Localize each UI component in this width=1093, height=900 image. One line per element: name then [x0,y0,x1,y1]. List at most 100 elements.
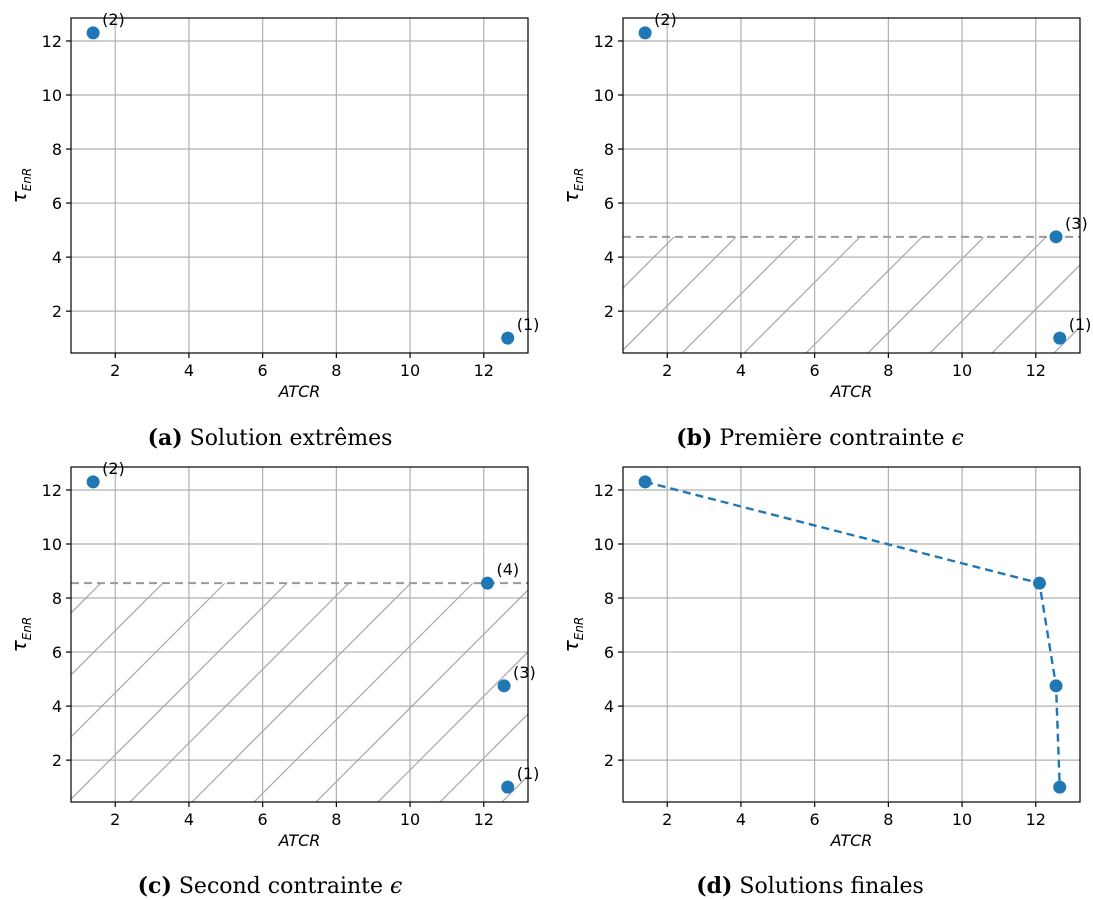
y-tick-label: 6 [52,643,62,662]
constraint-region [0,467,899,802]
data-point [1053,780,1067,794]
hatch-line [681,236,800,353]
y-tick-label: 2 [604,751,614,770]
data-point [1053,331,1067,345]
axes-frame [622,466,1081,803]
hatch-line [129,583,350,802]
x-tick-label: 6 [258,810,268,829]
y-axis-label: τEnR [559,168,586,204]
data-point [480,576,494,590]
x-tick-label: 12 [1026,810,1046,829]
y-tick-label: 10 [594,86,614,105]
axes-frame [622,17,1081,354]
hatch-line [991,264,1080,353]
hatch-line [929,236,1048,353]
x-tick-label: 2 [662,810,672,829]
x-tick-label: 10 [952,361,972,380]
x-tick-label: 2 [110,810,120,829]
subplot-caption: (b) Première contrainte ϵ [676,425,964,451]
hatch-line [0,467,93,802]
data-point [501,780,515,794]
axes-frame [70,466,529,803]
y-tick-label: 4 [604,248,614,267]
data-point [501,331,515,345]
x-tick-label: 10 [400,361,420,380]
x-axis-label: ATCR [830,382,873,401]
y-axis-label: τEnR [7,168,34,204]
hatch-line [1053,326,1080,353]
hatch-line [439,713,528,802]
hatch-line [743,236,862,353]
data-point [86,475,100,489]
point-label: (2) [102,10,125,29]
point-label: (3) [513,663,536,682]
hatch-line [372,18,707,353]
data-point [1049,679,1063,693]
data-point [497,679,511,693]
subplot-a: 2 4 6 8 10 12 2 4 6 8 10 12 ATCR τEnR (1) (2) (a) Soluti… [7,10,539,451]
y-tick-label: 6 [604,643,614,662]
data-point [638,26,652,40]
x-tick-label: 8 [883,361,893,380]
x-tick-label: 8 [331,361,341,380]
y-tick-label: 4 [604,697,614,716]
y-tick-label: 12 [42,32,62,51]
y-axis-label: τEnR [7,617,34,653]
x-axis-label: ATCR [830,831,873,850]
axes-frame [70,17,529,354]
x-axis-label: ATCR [278,382,321,401]
data-point [638,475,652,489]
hatch-line [496,18,831,353]
y-tick-label: 2 [604,302,614,321]
hatch-line [71,583,164,676]
x-tick-label: 4 [736,361,746,380]
x-tick-label: 12 [474,361,494,380]
x-tick-label: 10 [952,810,972,829]
subplot-caption: (d) Solutions finales [696,873,924,899]
x-tick-label: 2 [662,361,672,380]
hatch-line [253,583,474,802]
hatch-line [867,236,986,353]
x-tick-label: 6 [810,361,820,380]
hatch-line [191,583,412,802]
x-tick-label: 10 [400,810,420,829]
y-tick-label: 10 [594,535,614,554]
x-tick-label: 6 [258,361,268,380]
x-axis-label: ATCR [278,831,321,850]
subplot-d: 2 4 6 8 10 12 2 4 6 8 10 12 ATCR τEnR (d) Solutions fi… [559,466,1081,899]
y-tick-label: 2 [52,751,62,770]
y-tick-label: 8 [52,589,62,608]
y-tick-label: 10 [42,535,62,554]
y-tick-label: 12 [594,32,614,51]
y-tick-label: 10 [42,86,62,105]
hatch-line [564,467,899,802]
hatch-line [71,583,226,738]
point-label: (1) [517,315,540,334]
data-point [1032,576,1046,590]
y-tick-label: 6 [604,194,614,213]
hatch-line [248,18,583,353]
series-line [644,480,1061,788]
constraint-region [248,18,1080,353]
point-label: (1) [517,764,540,783]
data-point [86,26,100,40]
point-label: (4) [496,560,519,579]
hatch-line [310,18,645,353]
y-tick-label: 6 [52,194,62,213]
x-tick-label: 6 [810,810,820,829]
x-tick-label: 4 [736,810,746,829]
point-label: (2) [654,10,677,29]
y-axis-label: τEnR [559,617,586,653]
hatch-line [805,236,924,353]
subplot-caption: (c) Second contrainte ϵ [138,873,403,899]
y-tick-label: 4 [52,697,62,716]
subplot-c: 2 4 6 8 10 12 2 4 6 8 10 12 ATCR τEnR (1) (2) (3) (4) (c) … [0,459,899,899]
y-tick-label: 8 [604,140,614,159]
y-tick-label: 8 [52,140,62,159]
x-tick-label: 12 [1026,361,1046,380]
y-tick-label: 8 [604,589,614,608]
point-label: (2) [102,459,125,478]
hatch-line [623,236,738,351]
y-tick-label: 4 [52,248,62,267]
